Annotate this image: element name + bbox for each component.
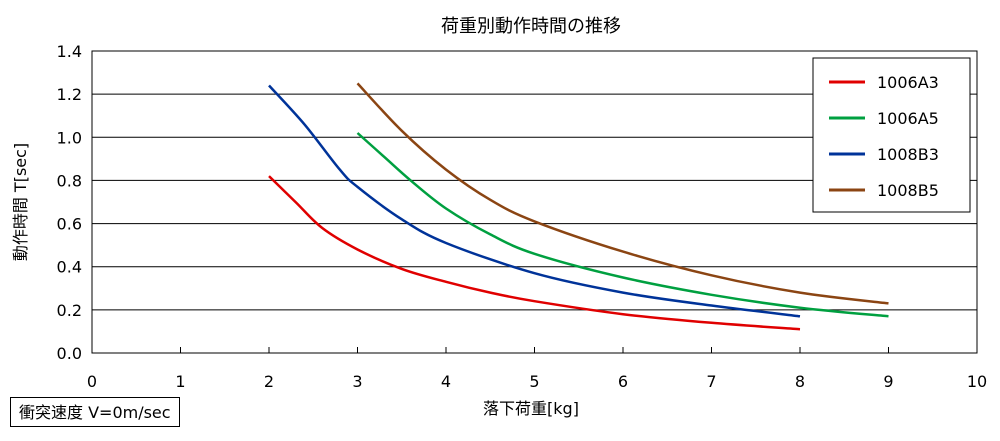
legend-label-1006a5: 1006A5 [877, 109, 939, 128]
legend-label-1008b5: 1008B5 [877, 181, 939, 200]
x-tick-label: 4 [441, 372, 451, 391]
series-line-1006a3 [268, 175, 801, 331]
y-tick-label: 1.2 [57, 85, 82, 104]
x-tick-label: 0 [87, 372, 97, 391]
legend-label-1008b3: 1008B3 [877, 145, 939, 164]
x-tick-label: 10 [967, 372, 987, 391]
legend: 1006A3 1006A5 1008B3 1008B5 [812, 57, 971, 213]
x-tick-label: 7 [706, 372, 716, 391]
y-tick-label: 0.4 [57, 258, 82, 277]
series-line-1006a5 [356, 132, 889, 318]
y-tick-label: 0.0 [57, 344, 82, 363]
impact-velocity-note: 衝突速度 V=0m/sec [10, 397, 180, 427]
series-line-1008b3 [268, 84, 801, 318]
x-tick-label: 1 [175, 372, 185, 391]
series-line-1008b5 [356, 82, 889, 305]
chart-title: 荷重別動作時間の推移 [441, 16, 621, 37]
x-tick-label: 9 [883, 372, 893, 391]
x-tick-label: 3 [352, 372, 362, 391]
x-axis-label: 落下荷重[kg] [483, 399, 579, 418]
series-lines [268, 82, 889, 331]
x-axis-ticks: 0 1 2 3 4 5 6 7 8 9 10 [87, 347, 987, 391]
legend-label-1006a3: 1006A3 [877, 73, 939, 92]
y-tick-label: 1.0 [57, 128, 82, 147]
y-tick-label: 0.2 [57, 301, 82, 320]
x-tick-label: 5 [529, 372, 539, 391]
x-tick-label: 2 [264, 372, 274, 391]
y-tick-label: 0.6 [57, 215, 82, 234]
y-tick-label: 0.8 [57, 171, 82, 190]
y-axis-label: 動作時間 T[sec] [11, 143, 30, 261]
y-tick-label: 1.4 [57, 42, 82, 61]
x-tick-label: 6 [618, 372, 628, 391]
legend-box [812, 57, 971, 213]
y-axis-ticks: 0.0 0.2 0.4 0.6 0.8 1.0 1.2 1.4 [57, 42, 82, 363]
x-tick-label: 8 [795, 372, 805, 391]
